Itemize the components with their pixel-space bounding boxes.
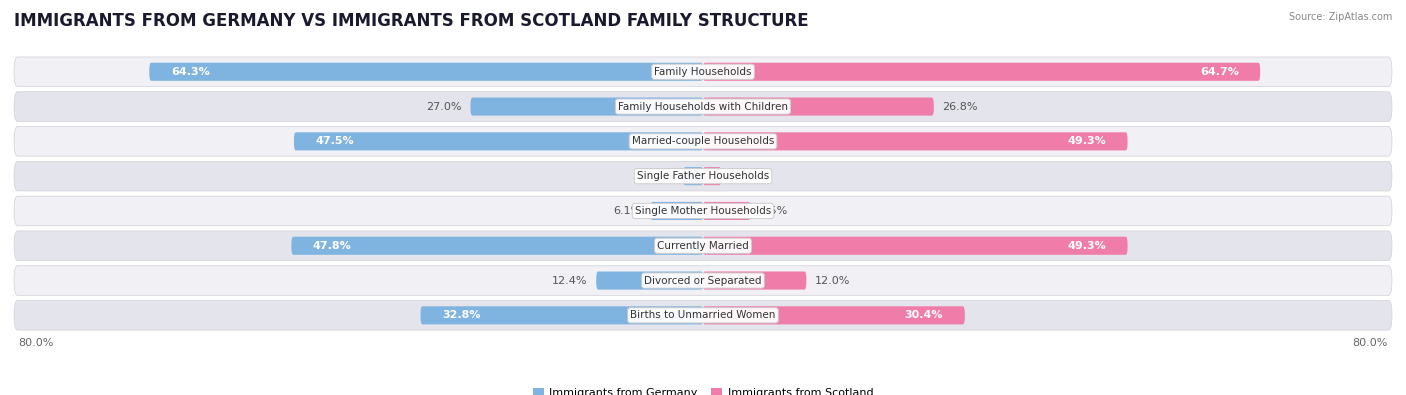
FancyBboxPatch shape	[596, 271, 703, 290]
Text: 26.8%: 26.8%	[942, 102, 979, 111]
Text: 64.7%: 64.7%	[1199, 67, 1239, 77]
Text: 2.3%: 2.3%	[647, 171, 675, 181]
Text: Single Mother Households: Single Mother Households	[636, 206, 770, 216]
FancyBboxPatch shape	[14, 57, 1392, 87]
FancyBboxPatch shape	[703, 202, 751, 220]
Text: IMMIGRANTS FROM GERMANY VS IMMIGRANTS FROM SCOTLAND FAMILY STRUCTURE: IMMIGRANTS FROM GERMANY VS IMMIGRANTS FR…	[14, 12, 808, 30]
Text: 30.4%: 30.4%	[905, 310, 943, 320]
Text: 27.0%: 27.0%	[426, 102, 461, 111]
FancyBboxPatch shape	[703, 132, 1128, 150]
FancyBboxPatch shape	[420, 306, 703, 324]
FancyBboxPatch shape	[651, 202, 703, 220]
Text: Divorced or Separated: Divorced or Separated	[644, 276, 762, 286]
FancyBboxPatch shape	[471, 98, 703, 116]
Text: 32.8%: 32.8%	[441, 310, 481, 320]
FancyBboxPatch shape	[14, 162, 1392, 191]
FancyBboxPatch shape	[14, 126, 1392, 156]
FancyBboxPatch shape	[703, 98, 934, 116]
FancyBboxPatch shape	[703, 63, 1260, 81]
FancyBboxPatch shape	[703, 271, 807, 290]
Text: Source: ZipAtlas.com: Source: ZipAtlas.com	[1288, 12, 1392, 22]
FancyBboxPatch shape	[703, 306, 965, 324]
FancyBboxPatch shape	[149, 63, 703, 81]
Text: Currently Married: Currently Married	[657, 241, 749, 251]
FancyBboxPatch shape	[703, 167, 721, 185]
Text: 80.0%: 80.0%	[18, 338, 53, 348]
FancyBboxPatch shape	[291, 237, 703, 255]
Text: 64.3%: 64.3%	[170, 67, 209, 77]
Text: Family Households with Children: Family Households with Children	[619, 102, 787, 111]
Text: 5.5%: 5.5%	[759, 206, 787, 216]
Text: 49.3%: 49.3%	[1067, 241, 1107, 251]
FancyBboxPatch shape	[14, 266, 1392, 295]
Text: Married-couple Households: Married-couple Households	[631, 136, 775, 147]
Text: Single Father Households: Single Father Households	[637, 171, 769, 181]
FancyBboxPatch shape	[14, 301, 1392, 330]
Text: Births to Unmarried Women: Births to Unmarried Women	[630, 310, 776, 320]
Text: 80.0%: 80.0%	[1353, 338, 1388, 348]
FancyBboxPatch shape	[14, 92, 1392, 121]
Text: 47.8%: 47.8%	[314, 241, 352, 251]
Text: 47.5%: 47.5%	[315, 136, 354, 147]
Text: 49.3%: 49.3%	[1067, 136, 1107, 147]
FancyBboxPatch shape	[14, 196, 1392, 226]
Text: 2.1%: 2.1%	[730, 171, 758, 181]
Text: 12.4%: 12.4%	[553, 276, 588, 286]
FancyBboxPatch shape	[703, 237, 1128, 255]
Text: Family Households: Family Households	[654, 67, 752, 77]
FancyBboxPatch shape	[683, 167, 703, 185]
Legend: Immigrants from Germany, Immigrants from Scotland: Immigrants from Germany, Immigrants from…	[533, 388, 873, 395]
FancyBboxPatch shape	[294, 132, 703, 150]
Text: 6.1%: 6.1%	[613, 206, 643, 216]
Text: 12.0%: 12.0%	[815, 276, 851, 286]
FancyBboxPatch shape	[14, 231, 1392, 261]
